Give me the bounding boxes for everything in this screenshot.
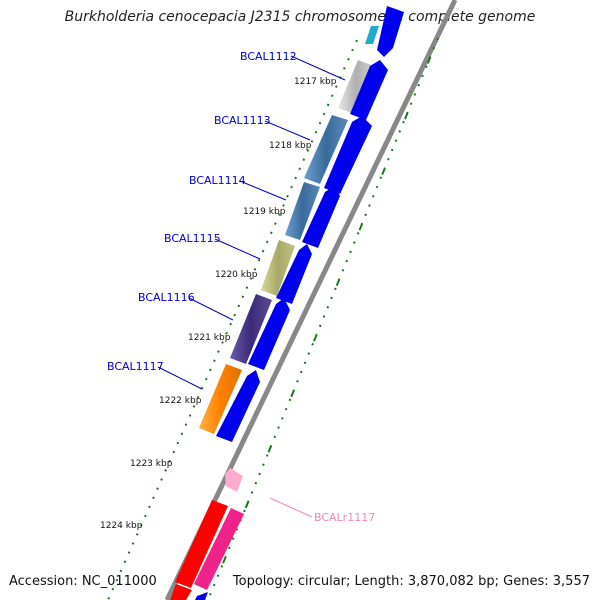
- label-bcal1114[interactable]: BCAL1114: [189, 174, 246, 187]
- gene-bcal1112-block[interactable]: [338, 60, 374, 114]
- label-bcal1116[interactable]: BCAL1116: [138, 291, 195, 304]
- tick-label-1223: 1223 kbp: [130, 459, 173, 469]
- gene-red-bottom[interactable]: [170, 584, 192, 600]
- cds-arrow-7[interactable]: [216, 370, 260, 442]
- label-bcal1113[interactable]: BCAL1113: [214, 114, 271, 127]
- label-bcal1115[interactable]: BCAL1115: [164, 232, 221, 245]
- label-bcal1117[interactable]: BCAL1117: [107, 360, 164, 373]
- gene-hotpink-reverse[interactable]: [194, 508, 244, 590]
- gene-bcal1114-block[interactable]: [285, 182, 320, 240]
- map-title: Burkholderia cenocepacia J2315 chromosom…: [64, 9, 536, 25]
- topology-text: Topology: circular; Length: 3,870,082 bp…: [232, 574, 590, 589]
- label-bcal1112[interactable]: BCAL1112: [240, 50, 297, 63]
- tick-label-1221: 1221 kbp: [188, 333, 231, 343]
- tick-label-1222: 1222 kbp: [159, 396, 202, 406]
- label-bcalr1117[interactable]: BCALr1117: [314, 511, 375, 524]
- outer-tick-track: [207, 37, 439, 600]
- tick-label-1218: 1218 kbp: [269, 141, 312, 151]
- tick-label-1220: 1220 kbp: [215, 270, 258, 280]
- gene-blue-bottom[interactable]: [195, 592, 208, 600]
- leader-bcalr1117: [269, 497, 313, 518]
- genome-backbone: [164, 0, 458, 600]
- cds-arrow-4[interactable]: [302, 186, 340, 248]
- inner-tick-track: [107, 39, 358, 600]
- cds-arrow-3[interactable]: [324, 116, 372, 194]
- tick-label-1224: 1224 kbp: [100, 521, 143, 531]
- leader-bcal1115: [214, 238, 261, 260]
- leader-bcal1117: [157, 366, 203, 390]
- leader-bcal1112: [290, 55, 346, 81]
- cds-arrow-2[interactable]: [350, 60, 388, 120]
- gene-bcal1116-block[interactable]: [230, 294, 272, 364]
- cds-arrow-6[interactable]: [248, 298, 290, 370]
- leader-bcal1114: [239, 180, 287, 201]
- accession-text: Accession: NC_011000: [9, 574, 157, 589]
- gene-bcal1111-cyan: [365, 26, 379, 44]
- leader-bcal1113: [264, 120, 311, 141]
- rna-bcalr1117-block[interactable]: [225, 468, 243, 492]
- cds-arrow-1[interactable]: [377, 6, 404, 57]
- gene-red-forward[interactable]: [175, 500, 228, 588]
- gene-bcal1117-block[interactable]: [199, 364, 242, 434]
- gene-bcal1113-block[interactable]: [304, 115, 348, 184]
- cds-arrow-5[interactable]: [276, 244, 312, 304]
- tick-label-1219: 1219 kbp: [243, 207, 286, 217]
- leader-bcal1116: [188, 297, 234, 321]
- tick-label-1217: 1217 kbp: [294, 77, 337, 87]
- gene-bcal1115-block[interactable]: [261, 240, 295, 296]
